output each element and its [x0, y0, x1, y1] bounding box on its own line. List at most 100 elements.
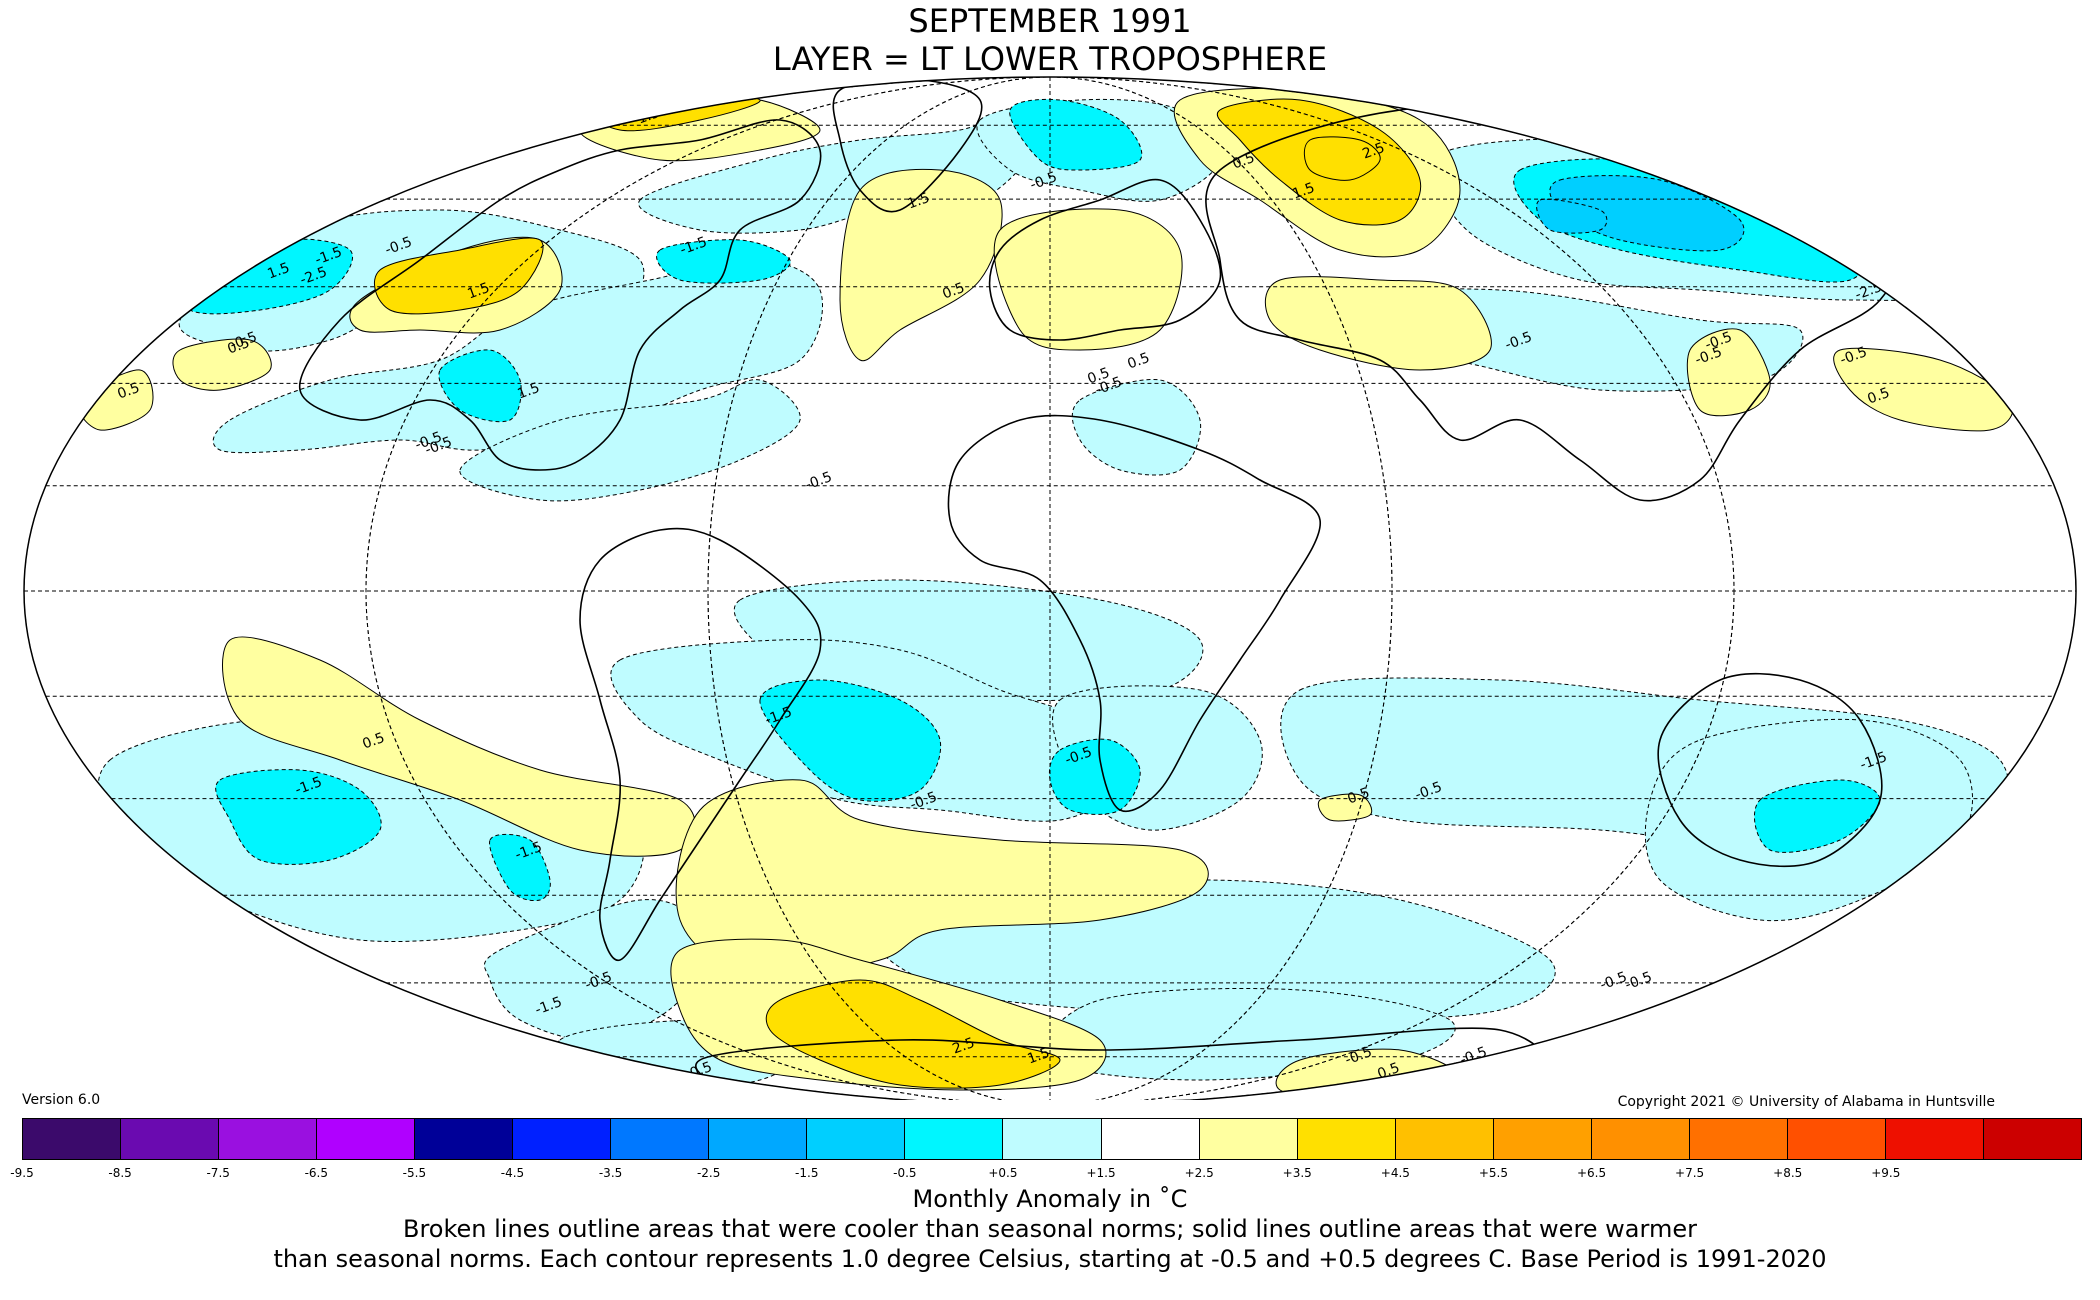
color-bar-tick-label: +5.5	[1478, 1166, 1508, 1180]
color-bar-tick-label: +7.5	[1675, 1166, 1705, 1180]
cold-area	[1071, 378, 1202, 476]
color-bar-tick-label: -8.5	[108, 1166, 132, 1180]
strong-cold-area	[1009, 98, 1143, 171]
color-bar-tick-label: +4.5	[1380, 1166, 1410, 1180]
color-swatch	[1591, 1119, 1690, 1159]
copyright-label: Copyright 2021 © University of Alabama i…	[1617, 1094, 1995, 1110]
color-bar-tick-label: -3.5	[598, 1166, 623, 1180]
color-bar-tick-label: -9.5	[10, 1166, 34, 1180]
coastline	[695, 1027, 1546, 1100]
color-bar-tick-label: +1.5	[1086, 1166, 1116, 1180]
color-swatch	[1885, 1119, 1984, 1159]
color-swatch	[611, 1119, 710, 1159]
color-bar-tick-label: +2.5	[1184, 1166, 1214, 1180]
color-swatch	[1003, 1119, 1102, 1159]
color-bar-tick-label: -1.5	[795, 1166, 819, 1180]
color-bar-tick-label: -2.5	[696, 1166, 721, 1180]
color-bar-tick-label: +9.5	[1871, 1166, 1901, 1180]
contour-label: 1.5	[515, 380, 541, 403]
contour-label: 1.5	[265, 260, 291, 283]
stronger-cold-area	[1536, 198, 1608, 234]
color-bar-tick-label: +8.5	[1773, 1166, 1803, 1180]
warm-area	[172, 338, 272, 391]
coastline	[988, 178, 1222, 341]
contour-labels: 1.51.5-0.51.50.5-0.52.51.50.5-1.5-2.5-1.…	[115, 90, 1891, 1084]
color-bar-tick-label: -0.5	[893, 1166, 917, 1180]
color-bar-tick-label: -7.5	[206, 1166, 230, 1180]
color-swatch	[513, 1119, 612, 1159]
contour-label: 0.5	[1230, 150, 1256, 173]
strong-cold-anomaly-areas	[179, 98, 1881, 902]
contour-label: 2.5	[1360, 140, 1386, 163]
color-swatch	[1101, 1119, 1200, 1159]
globe-outline	[23, 76, 2077, 1100]
color-bar-tick-label: -4.5	[500, 1166, 525, 1180]
meridian-line	[365, 77, 1735, 1100]
note-line-1: Broken lines outline areas that were coo…	[403, 1215, 1697, 1243]
warm-area	[1264, 276, 1492, 371]
coastlines	[298, 78, 1906, 1100]
map-subtitle: LAYER = LT LOWER TROPOSPHERE	[772, 40, 1328, 78]
cold-area	[483, 899, 703, 1042]
contour-label: 0.5	[1125, 350, 1151, 373]
color-swatch	[1493, 1119, 1592, 1159]
contour-label: 2.5	[950, 1035, 976, 1058]
coastline	[1657, 672, 1883, 868]
coastline	[298, 119, 822, 471]
cold-area	[212, 259, 823, 454]
strong-warm-anomaly-areas	[374, 94, 1422, 1089]
color-bar-ticks: -9.5 -8.5 -7.5 -6.5 -5.5 -4.5 -3.5 -2.5 -1.5 -0.5…	[10, 1166, 2082, 1184]
color-swatch	[415, 1119, 514, 1159]
anomaly-fields: 1.51.5-0.51.50.5-0.52.51.50.5-1.5-2.5-1.…	[24, 77, 2076, 1100]
version-label: Version 6.0	[22, 1092, 101, 1108]
color-swatch	[709, 1119, 808, 1159]
graticule	[24, 77, 2076, 1100]
color-swatch	[1297, 1119, 1396, 1159]
color-swatch	[1199, 1119, 1298, 1159]
contour-label: 0.5	[225, 335, 251, 358]
anomaly-map: 1.51.5-0.51.50.5-0.52.51.50.5-1.5-2.5-1.…	[23, 76, 2077, 1100]
strong-warm-core	[1303, 136, 1381, 181]
color-swatch	[905, 1119, 1004, 1159]
color-bar-tick-label: -5.5	[402, 1166, 427, 1180]
note-line-2: than seasonal norms. Each contour repres…	[273, 1245, 1827, 1273]
warm-area	[993, 208, 1183, 351]
color-swatch	[23, 1119, 122, 1159]
color-swatch	[219, 1119, 318, 1159]
contour-label: 0.5	[115, 380, 141, 403]
color-swatch	[317, 1119, 416, 1159]
strong-cold-area	[489, 833, 551, 902]
color-bar-tick-label: +3.5	[1282, 1166, 1312, 1180]
strong-cold-area	[1048, 738, 1141, 815]
color-swatch	[1983, 1119, 2081, 1159]
strong-cold-area	[1753, 779, 1881, 853]
color-swatch	[121, 1119, 220, 1159]
color-swatch	[1787, 1119, 1886, 1159]
strong-cold-area	[438, 349, 522, 423]
map-title: SEPTEMBER 1991	[908, 2, 1192, 40]
coastline	[579, 527, 822, 961]
color-swatch	[1395, 1119, 1494, 1159]
contour-label: 0.5	[1085, 365, 1111, 388]
color-bar-tick-label: +6.5	[1576, 1166, 1607, 1180]
color-bar-tick-label: -6.5	[304, 1166, 328, 1180]
strong-cold-area	[759, 679, 942, 802]
contour-label: 1.5	[1025, 1045, 1051, 1068]
contour-label: 1.5	[1290, 180, 1316, 203]
strong-warm-area	[374, 237, 544, 315]
color-swatch	[1689, 1119, 1788, 1159]
warm-area	[1833, 347, 2014, 432]
contour-label: 0.5	[360, 730, 386, 753]
contour-label: -0.5	[1703, 1024, 1734, 1048]
contour-label: 1.5	[905, 190, 931, 213]
warm-area	[222, 636, 696, 857]
contour-label: 0.5	[940, 280, 966, 303]
color-bar	[22, 1118, 2082, 1160]
contour-label: 1.5	[465, 280, 491, 303]
strong-warm-area	[765, 979, 1061, 1089]
contour-label: 0.5	[1345, 785, 1371, 808]
strong-cold-area	[656, 239, 791, 284]
color-bar-tick-label: +0.5	[988, 1166, 1018, 1180]
strong-cold-area	[215, 769, 382, 865]
units-label: Monthly Anomaly in ˚C	[912, 1185, 1188, 1213]
